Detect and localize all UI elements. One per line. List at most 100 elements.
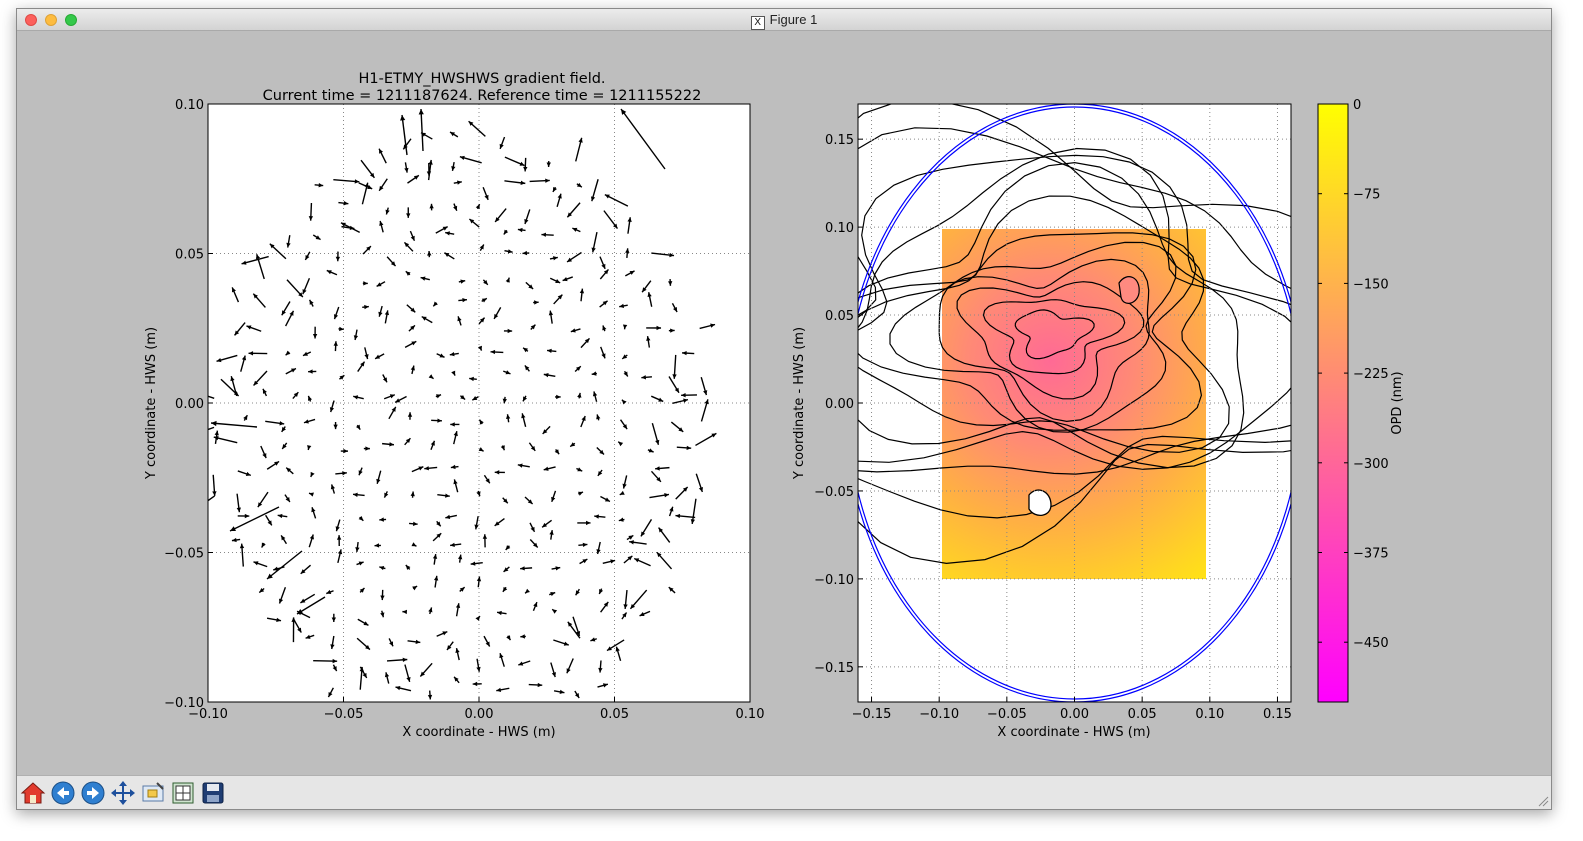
quiver-arrow-head [664,493,669,498]
quiver-arrow-head [502,398,507,404]
colorbar-tick-label: −450 [1353,636,1389,651]
back-button[interactable] [50,780,76,806]
quiver-plot-area[interactable] [208,104,750,702]
forward-arrow-icon [81,781,105,805]
title-bar[interactable]: X Figure 1 [17,9,1551,31]
quiver-arrow-head [628,535,634,540]
save-button[interactable] [200,780,226,806]
quiver-arrow-head [410,491,415,497]
quiver-arrow-head [592,391,598,397]
quiver-arrow-head [499,143,504,149]
quiver-arrow-head [285,350,291,356]
quiver-arrow-head [298,292,303,298]
y-tick-label: 0.00 [825,397,854,412]
resize-grip-icon[interactable] [1537,795,1549,807]
figure-canvas[interactable]: −0.10 −0.10 −0.05 −0.05 0.00 0.00 0.05 0.05 0.10… [17,31,1551,775]
quiver-arrow-head [548,310,554,316]
quiver-arrow-head [291,617,296,622]
quiver-arrow-head [337,549,343,555]
contour-line [858,161,1245,469]
quiver-arrow-head [429,203,434,209]
quiver-arrow-head [523,347,529,353]
quiver-arrow-head [601,353,606,359]
zoom-button[interactable] [140,780,166,806]
quiver-arrow-head [285,497,290,503]
quiver-arrow-head [309,299,314,305]
quiver-arrow-head [362,672,367,678]
x-tick-label: 0.15 [1263,707,1292,722]
quiver-arrow-head [582,559,588,564]
quiver-arrow-head [457,554,463,560]
quiver-subtitle: Current time = 1211187624. Reference tim… [263,88,702,104]
quiver-arrow-head [711,433,717,438]
quiver-arrow-head [276,617,282,623]
quiver-arrow-head [557,193,562,199]
quiver-arrow-head [404,167,409,173]
colorbar-label: OPD (nm) [1390,371,1405,434]
quiver-arrow-head [286,467,292,473]
quiver-arrow-head [363,621,369,626]
quiver-arrow-head [442,631,448,636]
quiver-arrow-head [567,257,573,262]
quiver-arrow-head [497,610,502,616]
quiver-arrow-head [230,526,236,531]
quiver-arrow-head [326,270,332,275]
quiver-arrow-head [455,648,460,653]
quiver-arrow-head [236,507,241,513]
y-tick-label: 0.10 [825,221,854,236]
quiver-arrow-head [482,534,488,539]
quiver-arrows [208,108,717,700]
quiver-arrow-head [556,394,561,400]
quiver-arrow-head [634,558,640,563]
quiver-arrow-head [363,281,368,286]
maximize-window-button[interactable] [65,14,77,26]
quiver-arrow-head [479,317,485,323]
quiver-arrow-head [474,524,479,530]
quiver-arrow-head [436,533,442,538]
quiver-arrow-head [530,526,535,532]
quiver-arrow-head [505,545,511,550]
quiver-arrow-head [364,182,369,188]
contour-line [938,258,1150,423]
quiver-arrow-head [412,586,418,591]
quiver-arrow-head [704,399,709,405]
opd-ticks: −0.15 −0.15 −0.10 −0.10 −0.05 −0.05 0.00 0.00 0.… [814,133,1292,722]
quiver-arrow-head [365,446,370,451]
quiver-arrow-head [599,449,605,455]
pan-button[interactable] [110,780,136,806]
quiver-arrow-head [333,314,339,320]
subplots-icon [172,782,194,804]
quiver-arrow-head [374,543,380,548]
subplots-button[interactable] [170,780,196,806]
quiver-arrow-head [412,521,418,526]
pan-icon [111,781,135,805]
minimize-window-button[interactable] [45,14,57,26]
contour-line [858,127,1291,519]
quiver-arrow-head [618,517,624,522]
quiver-arrow-head [379,185,384,191]
quiver-arrow-head [519,161,525,166]
quiver-arrow-head [550,592,556,597]
quiver-arrow-head [476,666,481,672]
quiver-arrow-head [530,445,536,451]
quiver-arrow-head [391,406,396,412]
quiver-arrow-head [682,350,687,356]
opd-y-axis-label: Y coordinate - HWS (m) [792,327,807,480]
quiver-arrow-head [379,517,384,522]
quiver-arrow-head [395,398,401,403]
quiver-arrow-head [528,284,534,290]
home-button[interactable] [20,780,46,806]
quiver-arrow-head [453,431,458,437]
quiver-arrow-head [286,242,291,248]
quiver-arrow-head [380,612,385,618]
quiver-arrow-head [382,377,387,383]
quiver-arrow-head [257,502,263,508]
back-arrow-icon [51,781,75,805]
forward-button[interactable] [80,780,106,806]
quiver-arrow-head [472,681,478,687]
quiver-arrow-shaft [620,108,666,170]
quiver-arrow-head [554,449,560,455]
close-window-button[interactable] [25,14,37,26]
quiver-arrow-head [376,478,381,484]
quiver-arrow-head [390,261,396,267]
